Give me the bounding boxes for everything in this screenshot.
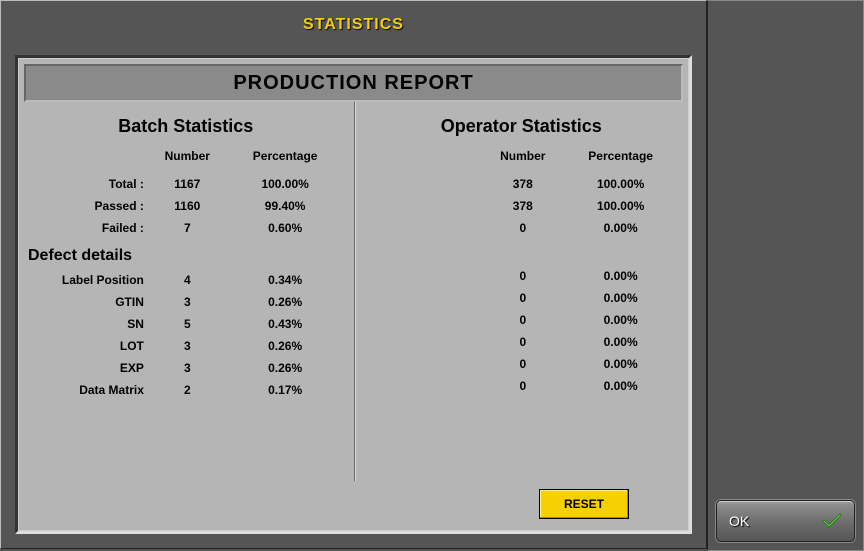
defect-number: 3: [148, 291, 227, 313]
report-frame: PRODUCTION REPORT Batch Statistics Numbe…: [15, 55, 692, 534]
defect-percentage: 0.34%: [227, 269, 344, 291]
defect-percentage: 0.26%: [227, 291, 344, 313]
defect-number: 4: [148, 269, 227, 291]
row-label: Total :: [28, 173, 148, 195]
table-row: 00.00%: [364, 331, 680, 353]
table-row: Total : 1167 100.00%: [28, 173, 344, 195]
table-row: 378 100.00%: [364, 173, 680, 195]
row-percentage: 0.60%: [227, 217, 344, 239]
row-label: Passed :: [28, 195, 148, 217]
row-percentage: 0.00%: [562, 217, 679, 239]
defect-label: LOT: [28, 335, 148, 357]
row-number: 378: [483, 173, 562, 195]
table-row: 00.00%: [364, 375, 680, 397]
table-row: EXP30.26%: [28, 357, 344, 379]
defect-percentage: 0.00%: [562, 375, 679, 397]
table-row: 378 100.00%: [364, 195, 680, 217]
defect-percentage: 0.17%: [227, 379, 344, 401]
batch-defects-table: Label Position40.34%GTIN30.26%SN50.43%LO…: [28, 269, 344, 401]
table-row: Label Position40.34%: [28, 269, 344, 291]
col-header-percentage: Percentage: [562, 145, 679, 173]
table-row: Data Matrix20.17%: [28, 379, 344, 401]
table-row: Failed : 7 0.60%: [28, 217, 344, 239]
defect-percentage: 0.26%: [227, 357, 344, 379]
batch-title: Batch Statistics: [28, 116, 344, 137]
row-number: 7: [148, 217, 227, 239]
col-header-number: Number: [483, 145, 562, 173]
defect-number: 0: [483, 353, 562, 375]
defect-percentage: 0.00%: [562, 309, 679, 331]
row-number: 1167: [148, 173, 227, 195]
table-row: LOT30.26%: [28, 335, 344, 357]
table-row: Passed : 1160 99.40%: [28, 195, 344, 217]
defect-label: EXP: [28, 357, 148, 379]
operator-defects-table: 00.00%00.00%00.00%00.00%00.00%00.00%: [364, 265, 680, 397]
ok-button-label: OK: [729, 513, 749, 529]
row-number: 1160: [148, 195, 227, 217]
row-percentage: 100.00%: [562, 173, 679, 195]
row-percentage: 100.00%: [227, 173, 344, 195]
defect-number: 2: [148, 379, 227, 401]
defect-label: GTIN: [28, 291, 148, 313]
table-row: 0 0.00%: [364, 217, 680, 239]
defect-number: 0: [483, 331, 562, 353]
defect-number: 0: [483, 309, 562, 331]
row-number: 378: [483, 195, 562, 217]
operator-stats-table: Number Percentage 378 100.00% 378 100.00…: [364, 145, 680, 239]
defect-label: Data Matrix: [28, 379, 148, 401]
defect-label: SN: [28, 313, 148, 335]
defect-number: 0: [483, 375, 562, 397]
defect-number: 3: [148, 335, 227, 357]
defect-number: 0: [483, 287, 562, 309]
reset-button[interactable]: RESET: [539, 489, 629, 519]
defect-percentage: 0.26%: [227, 335, 344, 357]
defect-percentage: 0.00%: [562, 353, 679, 375]
table-row: 00.00%: [364, 309, 680, 331]
row-label: Failed :: [28, 217, 148, 239]
operator-column: Operator Statistics Number Percentage 37…: [354, 102, 690, 531]
defect-number: 0: [483, 265, 562, 287]
table-header-row: Number Percentage: [364, 145, 680, 173]
app-window: STATISTICS PRODUCTION REPORT Batch Stati…: [0, 0, 864, 551]
report-columns: Batch Statistics Number Percentage Total…: [18, 102, 689, 531]
table-row: GTIN30.26%: [28, 291, 344, 313]
side-panel: OK: [707, 0, 864, 551]
column-divider: [354, 102, 356, 481]
table-row: 00.00%: [364, 287, 680, 309]
defect-label: Label Position: [28, 269, 148, 291]
main-panel: STATISTICS PRODUCTION REPORT Batch Stati…: [0, 0, 707, 549]
batch-stats-table: Number Percentage Total : 1167 100.00% P…: [28, 145, 344, 239]
defect-percentage: 0.00%: [562, 331, 679, 353]
ok-button[interactable]: OK: [716, 500, 855, 542]
row-number: 0: [483, 217, 562, 239]
defect-number: 5: [148, 313, 227, 335]
defect-heading: Defect details: [28, 247, 344, 265]
col-header-percentage: Percentage: [227, 145, 344, 173]
table-row: SN50.43%: [28, 313, 344, 335]
check-icon: [822, 513, 842, 529]
window-title: STATISTICS: [1, 1, 706, 49]
defect-percentage: 0.43%: [227, 313, 344, 335]
table-row: 00.00%: [364, 353, 680, 375]
col-header-number: Number: [148, 145, 227, 173]
defect-number: 3: [148, 357, 227, 379]
batch-column: Batch Statistics Number Percentage Total…: [18, 102, 354, 531]
operator-title: Operator Statistics: [364, 116, 680, 137]
row-percentage: 99.40%: [227, 195, 344, 217]
defect-percentage: 0.00%: [562, 265, 679, 287]
table-row: 00.00%: [364, 265, 680, 287]
table-header-row: Number Percentage: [28, 145, 344, 173]
defect-percentage: 0.00%: [562, 287, 679, 309]
report-header: PRODUCTION REPORT: [24, 64, 683, 102]
row-percentage: 100.00%: [562, 195, 679, 217]
